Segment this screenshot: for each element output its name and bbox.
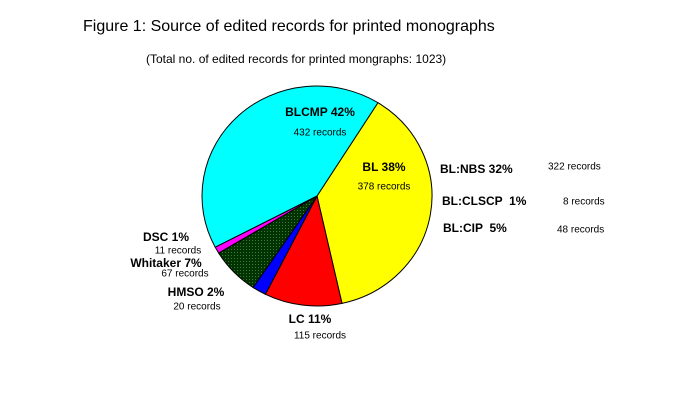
slice-label: Whitaker 7% <box>130 256 202 270</box>
slice-label: HMSO 2% <box>168 285 225 299</box>
chart-subtitle: (Total no. of edited records for printed… <box>146 52 446 66</box>
slice-label: BL 38% <box>362 160 405 174</box>
record-label: 432 records <box>294 128 347 139</box>
slice-label: BLCMP 42% <box>285 105 355 119</box>
breakdown-label: BL:CLSCP 1% <box>442 194 527 208</box>
record-label: 20 records <box>173 302 220 313</box>
chart-title: Figure 1: Source of edited records for p… <box>83 18 495 35</box>
breakdown-label: BL:NBS 32% <box>440 162 513 176</box>
record-label: 115 records <box>294 331 346 342</box>
pie-slice <box>201 85 379 248</box>
breakdown-records: 8 records <box>563 197 605 208</box>
record-label: 378 records <box>358 182 411 193</box>
breakdown-label: BL:CIP 5% <box>443 221 507 235</box>
breakdown-records: 322 records <box>548 162 601 173</box>
slice-label: DSC 1% <box>143 230 189 244</box>
breakdown-records: 48 records <box>557 225 604 236</box>
slice-label: LC 11% <box>289 312 332 326</box>
record-label: 11 records <box>155 246 202 257</box>
record-label: 67 records <box>161 269 208 280</box>
pie-slice <box>264 194 343 307</box>
